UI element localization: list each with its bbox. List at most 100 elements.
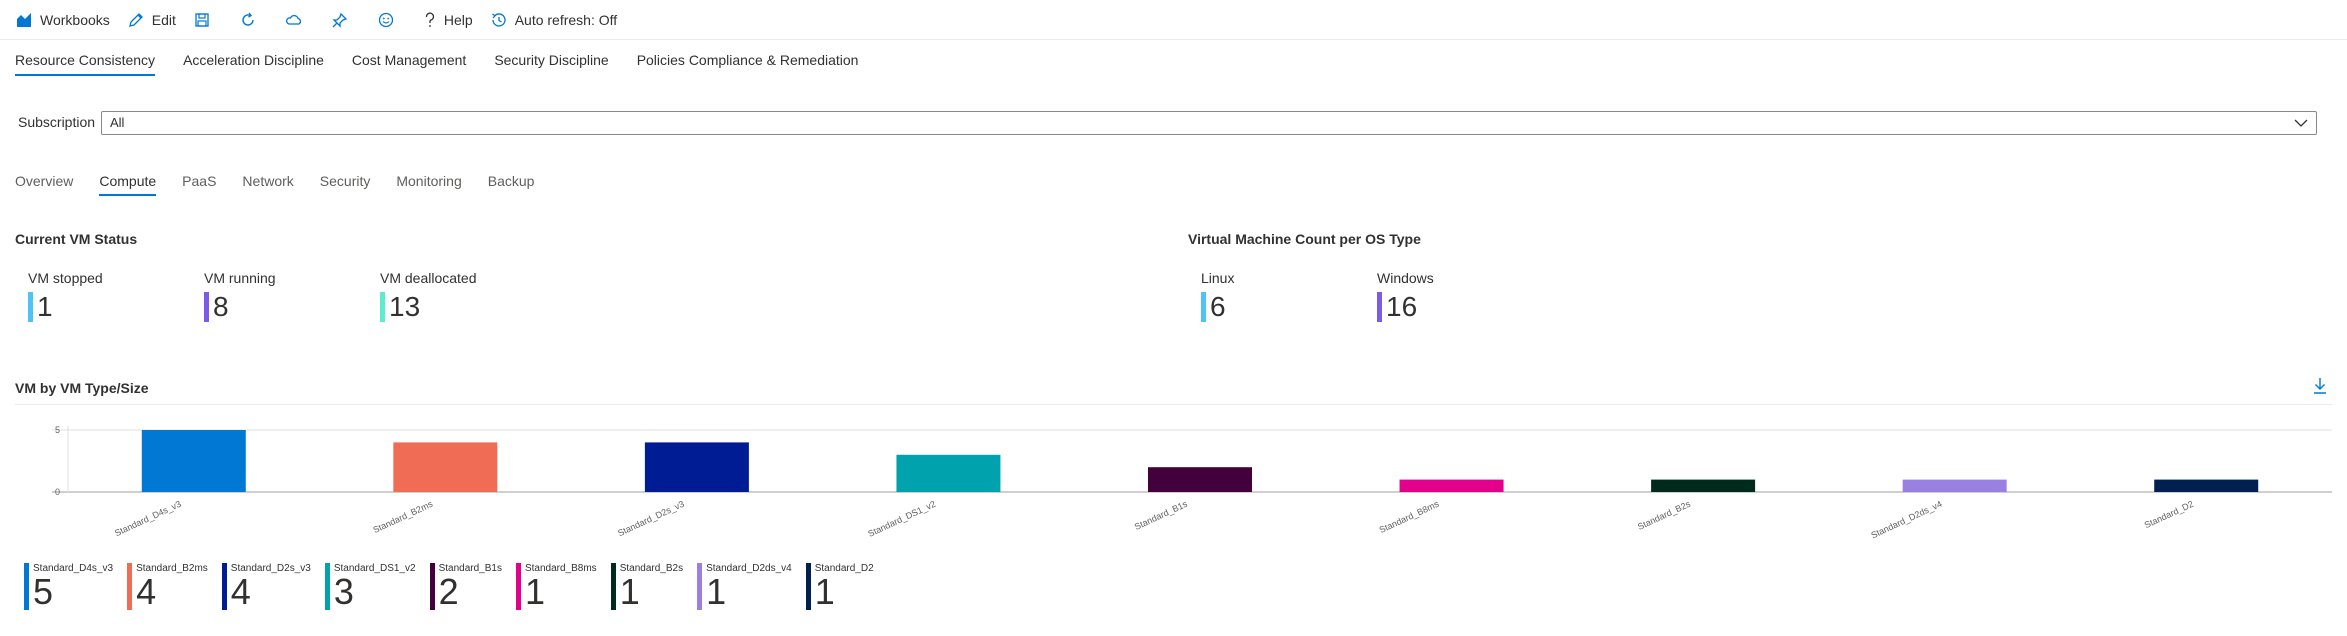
vm-deallocated-tile[interactable]: VM deallocated 13 (380, 270, 477, 322)
tab-overview[interactable]: Overview (15, 173, 74, 189)
x-tick-label: Standard_D2 (2143, 499, 2195, 530)
edit-icon (128, 12, 143, 27)
tile-label: VM deallocated (380, 270, 477, 286)
legend-tile[interactable]: Standard_B2ms 4 (127, 563, 208, 610)
tile-value: 16 (1386, 291, 1418, 322)
legend-label: Standard_DS1_v2 (333, 563, 416, 574)
legend-color-bar (324, 563, 330, 610)
chart-separator (15, 404, 2332, 405)
tab-acceleration-discipline[interactable]: Acceleration Discipline (183, 52, 324, 68)
feedback-button[interactable] (378, 0, 402, 40)
chart-legend: Standard_D4s_v3 5 Standard_B2ms 4 Standard_D… (24, 563, 888, 610)
subscription-dropdown[interactable]: All (101, 111, 2317, 135)
tile-value: 6 (1210, 291, 1226, 322)
legend-tile[interactable]: Standard_B1s 2 (429, 563, 502, 612)
y-tick-label: 5 (55, 425, 60, 435)
chevron-down-icon (2294, 119, 2308, 127)
tile-value: 8 (213, 291, 229, 322)
tab-network[interactable]: Network (242, 173, 294, 189)
legend-label: Standard_B2s (619, 563, 684, 574)
legend-value: 4 (230, 571, 251, 612)
edit-label: Edit (151, 11, 176, 28)
tile-label: Windows (1377, 270, 1434, 286)
bar-chart: 0 5 Standard_D4s_v3 Standard_B2ms Standard_D… (52, 425, 2332, 540)
bar[interactable] (644, 442, 749, 492)
tab-security[interactable]: Security (319, 173, 371, 189)
tab-compute[interactable]: Compute (99, 173, 156, 196)
x-tick-label: Standard_B2ms (371, 499, 434, 536)
help-button[interactable]: Help (424, 0, 473, 40)
tile-color-bar (1377, 292, 1382, 322)
legend-label: Standard_D2ds_v4 (706, 563, 792, 574)
legend-color-bar (221, 563, 227, 610)
top-tabs: Resource Consistency Acceleration Discip… (15, 52, 886, 76)
tab-monitoring[interactable]: Monitoring (396, 173, 462, 189)
legend-label: Standard_B2ms (136, 563, 208, 574)
legend-value: 1 (706, 571, 727, 612)
y-tick-label: 0 (55, 487, 60, 497)
vm-status-title: Current VM Status (15, 231, 138, 247)
refresh-button[interactable] (240, 0, 264, 40)
legend-value: 2 (438, 571, 459, 612)
linux-tile[interactable]: Linux 6 (1201, 270, 1234, 322)
legend-tile[interactable]: Standard_D2s_v3 4 (221, 563, 311, 612)
tile-value: 1 (37, 291, 53, 322)
x-tick-label: Standard_B8ms (1378, 499, 1441, 536)
legend-tile[interactable]: Standard_D2ds_v4 1 (697, 563, 792, 610)
auto-refresh-label: Auto refresh: Off (514, 11, 618, 28)
legend-tile[interactable]: Standard_B2s 1 (610, 563, 684, 610)
bar[interactable] (896, 454, 1001, 492)
tab-resource-consistency[interactable]: Resource Consistency (15, 52, 156, 76)
auto-refresh-button[interactable]: Auto refresh: Off (491, 0, 617, 40)
refresh-icon (242, 12, 254, 26)
clock-refresh-icon (491, 12, 506, 27)
vm-running-tile[interactable]: VM running 8 (204, 270, 276, 322)
vm-stopped-tile[interactable]: VM stopped 1 (28, 270, 103, 322)
tile-color-bar (204, 292, 209, 322)
pin-button[interactable] (332, 0, 356, 40)
workbooks-button[interactable]: Workbooks (16, 0, 110, 40)
tab-policies-compliance[interactable]: Policies Compliance & Remediation (636, 52, 859, 68)
share-button[interactable] (285, 0, 310, 40)
legend-value: 1 (814, 571, 835, 612)
bar[interactable] (1148, 467, 1252, 492)
legend-color-bar (127, 563, 133, 610)
legend-value: 3 (333, 571, 354, 612)
bar[interactable] (2154, 479, 2259, 492)
tile-label: Linux (1201, 270, 1235, 286)
workbooks-icon (17, 12, 31, 27)
toolbar: Workbooks Edit Help Auto refresh: Off (0, 0, 2347, 40)
bar[interactable] (393, 442, 498, 492)
legend-color-bar (610, 563, 616, 610)
subscription-label: Subscription (18, 114, 96, 130)
download-icon[interactable] (2313, 377, 2327, 395)
legend-label: Standard_B1s (438, 563, 502, 574)
legend-color-bar (429, 563, 435, 610)
edit-button[interactable]: Edit (128, 0, 176, 40)
legend-tile[interactable]: Standard_D4s_v3 5 (24, 563, 113, 610)
question-icon (425, 12, 435, 27)
tile-value: 13 (389, 291, 421, 322)
tab-paas[interactable]: PaaS (182, 173, 217, 189)
bar[interactable] (1902, 479, 2007, 492)
x-tick-label: Standard_D4s_v3 (113, 499, 183, 539)
tab-security-discipline[interactable]: Security Discipline (494, 52, 609, 68)
tile-color-bar (380, 292, 385, 322)
save-button[interactable] (194, 0, 218, 40)
bar[interactable] (1651, 479, 1756, 492)
windows-tile[interactable]: Windows 16 (1377, 270, 1434, 322)
legend-label: Standard_D2s_v3 (230, 563, 311, 574)
legend-tile[interactable]: Standard_B8ms 1 (515, 563, 597, 610)
bar[interactable] (141, 430, 246, 492)
bar[interactable] (1399, 479, 1504, 492)
legend-tile[interactable]: Standard_D2 1 (805, 563, 874, 612)
legend-tile[interactable]: Standard_DS1_v2 3 (324, 563, 416, 612)
pin-icon (332, 12, 348, 28)
section-tabs: Overview Compute PaaS Network Security M… (15, 173, 560, 196)
x-tick-label: Standard_D2s_v3 (616, 499, 686, 539)
tab-backup[interactable]: Backup (487, 173, 535, 189)
smiley-icon (378, 12, 394, 27)
workbooks-label: Workbooks (40, 11, 110, 28)
legend-label: Standard_B8ms (524, 563, 597, 574)
tab-cost-management[interactable]: Cost Management (351, 52, 467, 68)
